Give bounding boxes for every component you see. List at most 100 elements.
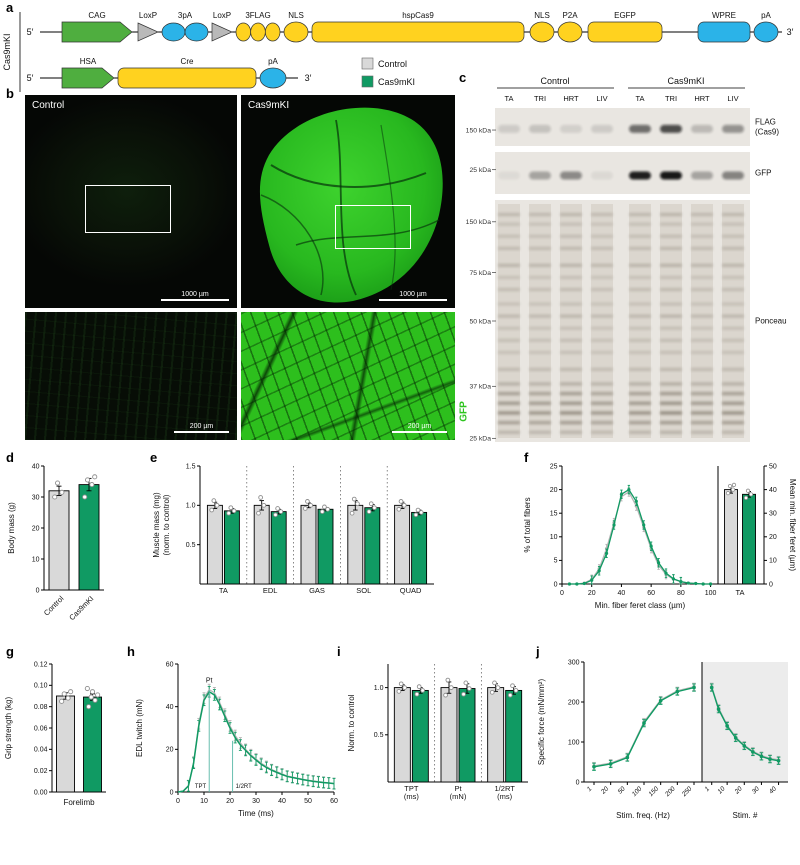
svg-text:40: 40 <box>768 785 778 795</box>
svg-text:10: 10 <box>200 798 208 805</box>
micrograph-control-lowmag: Control 1000 µm <box>25 95 237 308</box>
svg-text:Muscle mass (mg): Muscle mass (mg) <box>152 492 161 558</box>
svg-text:5′: 5′ <box>27 27 34 37</box>
svg-text:0.04: 0.04 <box>34 747 48 754</box>
chart-body-mass: 0 10 20 30 40 Control Cas9mKI Body mass (g) <box>7 463 104 622</box>
svg-text:10: 10 <box>769 558 777 565</box>
svg-text:Stim. freq. (Hz): Stim. freq. (Hz) <box>616 811 670 820</box>
svg-text:CAG: CAG <box>88 11 105 20</box>
svg-text:10: 10 <box>716 785 726 795</box>
svg-text:Control: Control <box>540 76 569 86</box>
svg-text:Body mass (g): Body mass (g) <box>7 502 16 554</box>
scale-bar <box>379 298 447 301</box>
svg-text:Control: Control <box>42 594 66 618</box>
svg-text:3FLAG: 3FLAG <box>245 11 270 20</box>
svg-text:150: 150 <box>647 785 660 798</box>
svg-text:20: 20 <box>599 785 610 796</box>
svg-text:hspCas9: hspCas9 <box>402 11 434 20</box>
svg-text:HRT: HRT <box>563 94 579 103</box>
svg-text:37 kDa: 37 kDa <box>469 384 491 391</box>
svg-text:Time (ms): Time (ms) <box>238 809 274 818</box>
svg-text:0: 0 <box>576 779 580 786</box>
svg-text:20: 20 <box>166 747 174 754</box>
svg-text:20: 20 <box>733 785 744 796</box>
svg-text:50: 50 <box>617 785 627 795</box>
svg-text:EDL: EDL <box>263 586 278 595</box>
svg-text:LIV: LIV <box>727 94 738 103</box>
micrograph-label-control: Control <box>32 100 65 111</box>
svg-text:75 kDa: 75 kDa <box>469 270 491 277</box>
scale-bar <box>161 298 229 301</box>
svg-text:1.5: 1.5 <box>186 463 196 470</box>
svg-text:300: 300 <box>568 659 580 666</box>
scale-bar-group: 200 µm <box>174 423 229 433</box>
svg-text:30: 30 <box>32 494 40 501</box>
svg-text:(Cas9): (Cas9) <box>755 128 779 137</box>
svg-text:WPRE: WPRE <box>712 11 736 20</box>
svg-text:25 kDa: 25 kDa <box>469 167 491 174</box>
svg-text:LoxP: LoxP <box>139 11 157 20</box>
svg-text:10: 10 <box>32 556 40 563</box>
svg-text:60: 60 <box>166 661 174 668</box>
svg-text:0: 0 <box>769 581 773 588</box>
scale-bar <box>392 430 447 433</box>
scale-bar <box>174 430 229 433</box>
svg-text:EDL twitch (mN): EDL twitch (mN) <box>135 699 144 757</box>
svg-text:LoxP: LoxP <box>213 11 231 20</box>
svg-text:Min. fiber feret class (µm): Min. fiber feret class (µm) <box>595 601 686 610</box>
scale-bar-group: 200 µm <box>392 423 447 433</box>
panel-label-e: e <box>150 450 158 465</box>
svg-text:0.5: 0.5 <box>186 542 196 549</box>
tissue-section-graphic <box>259 107 443 303</box>
micrograph-label-cas9mki: Cas9mKI <box>248 100 290 111</box>
svg-text:20: 20 <box>550 487 558 494</box>
western-blot-panel: Control Cas9mKI TA TRI HRT LIV TA TRI HRT LIV 150 … <box>466 76 787 443</box>
svg-text:25: 25 <box>550 463 558 470</box>
svg-text:Forelimb: Forelimb <box>63 798 95 807</box>
svg-text:40: 40 <box>769 487 777 494</box>
svg-text:20: 20 <box>769 534 777 541</box>
svg-text:200: 200 <box>568 699 580 706</box>
svg-text:25 kDa: 25 kDa <box>469 436 491 443</box>
svg-text:Grip strength (kg): Grip strength (kg) <box>4 697 13 760</box>
roi-box <box>335 205 411 249</box>
svg-text:Ponceau: Ponceau <box>755 317 787 326</box>
svg-text:HRT: HRT <box>694 94 710 103</box>
svg-text:Cas9mKI: Cas9mKI <box>667 76 704 86</box>
micrograph-cas9mki-lowmag: Cas9mKI 1000 µm <box>241 95 455 308</box>
svg-text:0.06: 0.06 <box>34 725 48 732</box>
svg-text:EGFP: EGFP <box>614 11 636 20</box>
scale-bar-group: 1000 µm <box>379 291 447 301</box>
svg-text:1.0: 1.0 <box>374 685 384 692</box>
panel-label-a: a <box>6 0 14 15</box>
svg-text:TA: TA <box>635 94 644 103</box>
svg-text:(ms): (ms) <box>497 792 512 801</box>
panel-label-h: h <box>127 644 135 659</box>
micrograph-control-highmag: 200 µm <box>25 312 237 440</box>
svg-text:40: 40 <box>618 590 626 597</box>
svg-text:Specific force (mN/mm²): Specific force (mN/mm²) <box>537 679 546 766</box>
svg-text:Pt: Pt <box>454 784 462 793</box>
svg-text:Pt: Pt <box>206 678 213 685</box>
svg-text:40: 40 <box>166 704 174 711</box>
svg-text:QUAD: QUAD <box>400 586 422 595</box>
svg-text:0.08: 0.08 <box>34 704 48 711</box>
svg-text:FLAG: FLAG <box>755 118 776 127</box>
svg-text:30: 30 <box>751 785 761 795</box>
svg-text:0.12: 0.12 <box>34 661 48 668</box>
svg-text:5: 5 <box>554 558 558 565</box>
svg-text:3′: 3′ <box>305 73 312 83</box>
svg-text:80: 80 <box>677 590 685 597</box>
svg-text:30: 30 <box>252 798 260 805</box>
svg-text:150 kDa: 150 kDa <box>466 127 492 134</box>
svg-text:Cas9mKI: Cas9mKI <box>67 594 95 622</box>
svg-text:TA: TA <box>735 588 744 597</box>
svg-text:(ms): (ms) <box>404 792 419 801</box>
svg-text:0: 0 <box>36 587 40 594</box>
svg-text:pA: pA <box>761 11 771 20</box>
svg-text:0: 0 <box>170 789 174 796</box>
svg-text:0.10: 0.10 <box>34 683 48 690</box>
scale-text: 1000 µm <box>181 290 209 298</box>
svg-text:TA: TA <box>219 586 228 595</box>
